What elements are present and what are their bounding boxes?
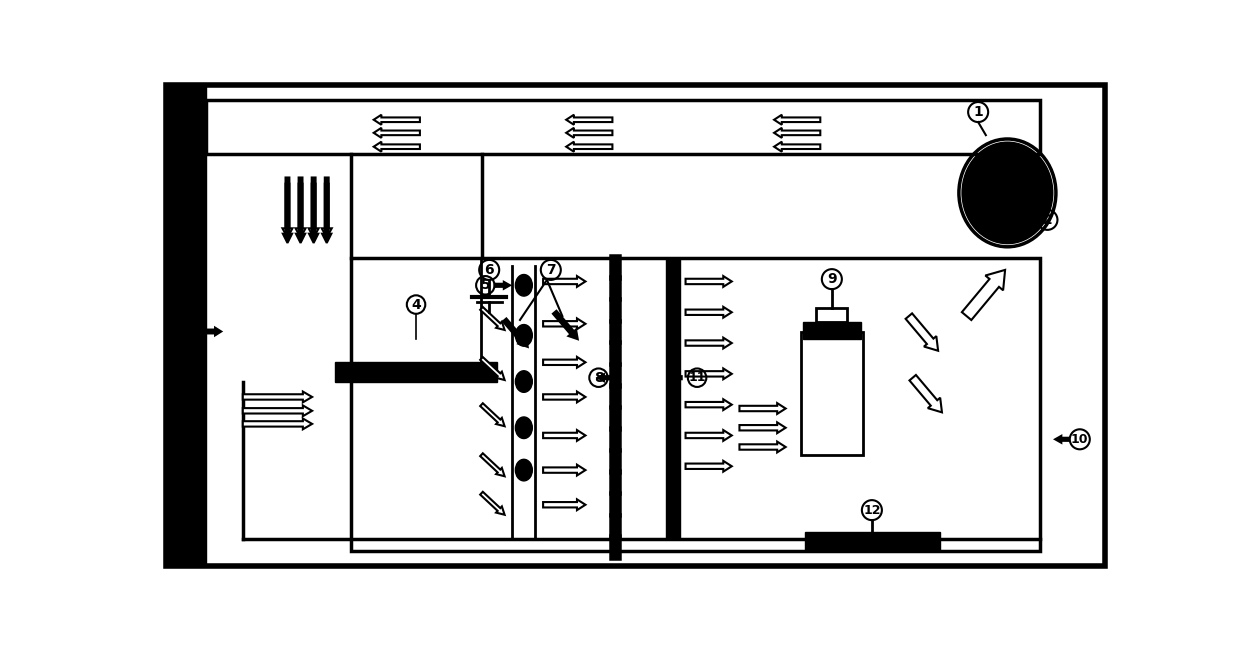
FancyArrow shape (774, 115, 821, 124)
Text: 8: 8 (594, 371, 604, 384)
FancyArrow shape (686, 307, 732, 317)
Bar (801, 332, 863, 455)
FancyArrow shape (283, 177, 293, 243)
FancyArrow shape (686, 461, 732, 471)
FancyArrow shape (774, 128, 821, 138)
Ellipse shape (962, 143, 1052, 243)
FancyArrow shape (739, 403, 786, 414)
Ellipse shape (516, 459, 532, 481)
Text: 7: 7 (546, 263, 556, 277)
FancyArrow shape (668, 374, 682, 381)
FancyArrow shape (543, 430, 585, 441)
FancyArrow shape (480, 403, 505, 426)
FancyArrow shape (598, 374, 611, 381)
Bar (351, 259, 481, 370)
FancyArrow shape (567, 142, 613, 152)
Text: 11: 11 (688, 372, 706, 384)
Text: 4: 4 (412, 297, 420, 312)
FancyArrow shape (543, 464, 585, 475)
Text: 6: 6 (485, 263, 494, 277)
FancyArrow shape (480, 307, 505, 330)
FancyArrow shape (686, 430, 732, 441)
Text: 9: 9 (827, 272, 837, 286)
FancyArrow shape (296, 177, 305, 243)
FancyArrow shape (567, 128, 613, 138)
FancyArrow shape (243, 392, 312, 402)
FancyArrow shape (905, 313, 939, 351)
FancyArrow shape (322, 177, 331, 243)
FancyArrow shape (739, 422, 786, 433)
FancyArrow shape (373, 128, 420, 138)
FancyArrow shape (480, 491, 505, 515)
FancyArrow shape (373, 115, 420, 124)
FancyArrow shape (480, 453, 505, 476)
Bar (802, 322, 861, 339)
Bar (335, 362, 497, 382)
FancyArrow shape (295, 184, 305, 237)
FancyArrow shape (321, 184, 332, 237)
FancyArrow shape (553, 311, 578, 339)
FancyArrow shape (543, 276, 585, 287)
Text: 12: 12 (863, 504, 880, 517)
Bar (351, 259, 1040, 551)
Text: 10: 10 (1071, 433, 1089, 446)
FancyArrow shape (309, 177, 319, 243)
FancyArrow shape (686, 368, 732, 379)
FancyArrow shape (774, 142, 821, 152)
FancyArrow shape (567, 115, 613, 124)
FancyArrow shape (909, 375, 942, 412)
FancyArrow shape (543, 357, 585, 368)
FancyArrow shape (686, 338, 732, 348)
FancyArrow shape (543, 319, 585, 329)
FancyArrow shape (283, 184, 293, 237)
FancyArrow shape (686, 399, 732, 410)
FancyArrow shape (206, 328, 221, 335)
FancyArrow shape (243, 406, 312, 416)
FancyArrow shape (1055, 436, 1069, 442)
Bar (666, 259, 681, 539)
FancyArrow shape (686, 276, 732, 287)
Bar (816, 308, 847, 322)
Ellipse shape (516, 324, 532, 346)
FancyArrow shape (962, 270, 1006, 320)
Bar (166, 85, 206, 566)
Bar (805, 531, 940, 551)
Bar (206, 101, 1040, 154)
FancyArrow shape (503, 319, 528, 347)
Text: 5: 5 (480, 278, 490, 292)
Ellipse shape (516, 417, 532, 439)
FancyArrow shape (309, 184, 319, 237)
Text: 2: 2 (1043, 213, 1053, 227)
Text: 3: 3 (182, 324, 192, 339)
FancyArrow shape (739, 442, 786, 452)
FancyArrow shape (543, 392, 585, 402)
FancyArrow shape (243, 419, 312, 430)
FancyArrow shape (480, 357, 505, 380)
Text: 1: 1 (973, 105, 983, 119)
Ellipse shape (516, 275, 532, 296)
FancyArrow shape (373, 142, 420, 152)
Ellipse shape (516, 371, 532, 392)
FancyArrow shape (495, 282, 510, 289)
FancyArrow shape (543, 499, 585, 510)
